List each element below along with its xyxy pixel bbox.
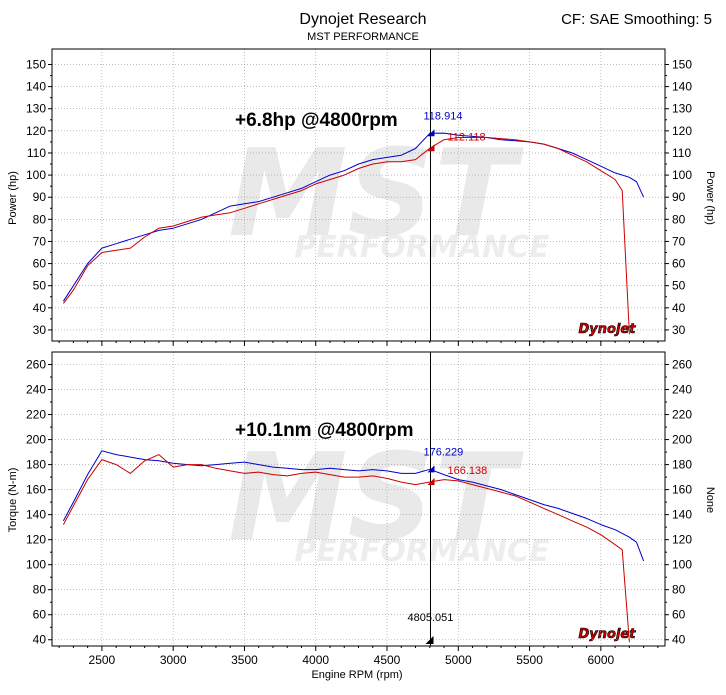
power-ticks: 30 30 40 40 50 50 60 60 70 70 80 80 90 90 100 100 110 110… [26,57,692,346]
y-tick-label: 140 [26,508,46,522]
power-ylabel-right: Power (hp) [704,171,716,225]
x-tick-label: 3000 [160,653,187,667]
torque-annotation: +10.1nm @4800rpm [235,420,414,441]
y-tick-label: 50 [33,279,47,293]
power-grid [52,49,665,341]
y-tick-label-right: 260 [672,358,692,372]
cursor-value-run2: 112.118 [447,131,485,143]
y-tick-label-right: 150 [672,57,692,71]
y-tick-label-right: 140 [672,80,692,94]
power-annotation: +6.8hp @4800rpm [235,110,398,131]
watermark-main: MST [228,125,524,264]
y-tick-label-right: 70 [672,234,686,248]
y-tick-label-right: 120 [672,124,692,138]
chart-subtitle: MST PERFORMANCE [307,31,419,43]
cursor-marker-run1 [427,129,435,137]
dynojet-logo: Dynojet [579,322,637,337]
watermark-sub: PERFORMANCE [294,230,550,265]
y-tick-label: 100 [26,558,46,572]
y-tick-label: 150 [26,57,46,71]
x-tick-label: 5000 [445,653,472,667]
x-tick-label: 5500 [516,653,543,667]
y-tick-label-right: 80 [672,212,686,226]
y-tick-label-right: 160 [672,483,692,497]
y-tick-label-right: 180 [672,458,692,472]
y-tick-label: 70 [33,234,47,248]
cursor-marker-rpm [425,636,434,644]
y-tick-label: 100 [26,168,46,182]
x-tick-label: 4500 [374,653,401,667]
power-series: 118.914 112.118 [62,49,645,341]
y-tick-label: 80 [33,212,47,226]
y-tick-label-right: 220 [672,408,692,422]
dynojet-logo: Dynojet [579,627,637,642]
series-line-run2 [62,454,630,643]
y-tick-label: 180 [26,458,46,472]
y-tick-label-right: 40 [672,633,686,647]
x-axis-label: Engine RPM (rpm) [311,669,402,681]
watermark-sub: PERFORMANCE [294,534,550,569]
y-tick-label-right: 130 [672,102,692,116]
y-tick-label-right: 40 [672,301,686,315]
y-tick-label: 120 [26,533,46,547]
chart-settings: CF: SAE Smoothing: 5 [561,11,712,28]
cursor-marker-run2 [427,144,435,152]
y-tick-label: 40 [33,633,47,647]
y-tick-label: 220 [26,408,46,422]
cursor-value-run1: 118.914 [423,110,462,122]
y-tick-label: 60 [33,257,47,271]
torque-grid [52,352,665,646]
x-tick-label: 4000 [302,653,329,667]
x-tick-label: 3500 [231,653,258,667]
power-ylabel: Power (hp) [7,171,19,225]
y-tick-label-right: 100 [672,168,692,182]
y-tick-label: 260 [26,358,46,372]
cursor-marker-run2 [427,477,435,485]
y-tick-label: 240 [26,383,46,397]
y-tick-label-right: 200 [672,433,692,447]
y-tick-label: 60 [33,608,47,622]
cursor-marker-run1 [427,465,435,473]
y-tick-label: 160 [26,483,46,497]
y-tick-label-right: 110 [672,146,691,160]
y-tick-label: 110 [27,146,46,160]
y-tick-label: 140 [26,80,46,94]
watermark-main: MST [228,429,524,568]
y-tick-label-right: 240 [672,383,692,397]
y-tick-label: 200 [26,433,46,447]
y-tick-label: 90 [33,190,47,204]
y-tick-label-right: 60 [672,608,686,622]
y-tick-label: 120 [26,124,46,138]
torque-series: 176.229 166.138 4805.051 [62,352,645,646]
y-tick-label-right: 60 [672,257,686,271]
cursor-value-run1: 176.229 [423,446,463,458]
y-tick-label-right: 140 [672,508,692,522]
torque-ylabel: Torque (N-m) [7,468,19,533]
y-tick-label-right: 120 [672,533,692,547]
torque-ylabel-right: None [704,487,716,513]
chart-title: Dynojet Research [299,11,426,28]
y-tick-label: 130 [26,102,46,116]
x-tick-label: 2500 [89,653,116,667]
y-tick-label: 30 [33,323,47,337]
cursor-value-run2: 166.138 [447,465,487,477]
series-line-run1 [62,450,645,562]
cursor-value-rpm: 4805.051 [408,612,454,624]
series-line-run2 [63,137,630,335]
y-tick-label-right: 50 [672,279,686,293]
y-tick-label-right: 80 [672,583,686,597]
torque-ticks: 40 40 60 60 80 80 100 100 120 120 140 140 160 160 180 1… [26,358,692,667]
y-tick-label-right: 30 [672,323,686,337]
y-tick-label: 80 [33,583,47,597]
y-tick-label-right: 100 [672,558,692,572]
y-tick-label: 40 [33,301,47,315]
y-tick-label-right: 90 [672,190,686,204]
x-tick-label: 6000 [587,653,614,667]
